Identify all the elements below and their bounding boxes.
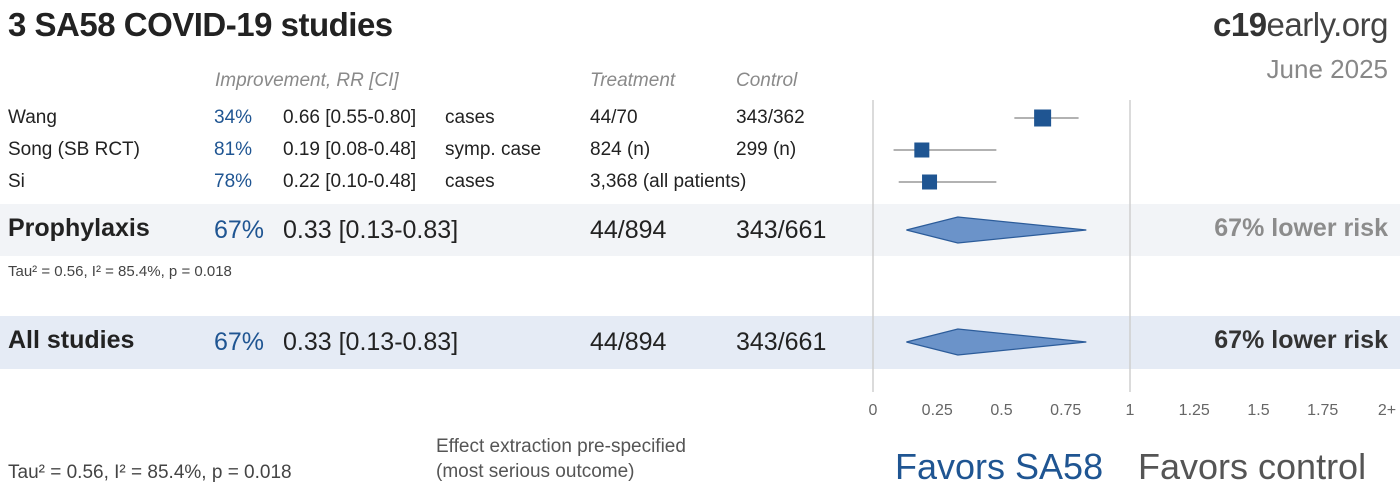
study-outcome: cases [445,107,495,128]
overall-stats: Tau² = 0.56, I² = 85.4%, p = 0.018 [8,462,292,483]
pooled-diamond [906,328,1087,356]
study-rr: 0.66 [0.55-0.80] [283,107,417,128]
study-treatment: 44/70 [590,107,638,128]
favors-right-label: Favors control [1138,446,1367,487]
page-title: 3 SA58 COVID-19 studies [8,6,393,43]
x-tick-label: 0.5 [990,402,1012,419]
study-point-marker [922,174,938,190]
x-tick-label: 1.5 [1247,402,1269,419]
study-point-marker [914,142,930,158]
subgroup-rr: 0.33 [0.13-0.83] [283,328,459,356]
subgroup-improvement: 67% [214,216,265,244]
study-improvement: 81% [214,139,253,160]
subgroup-name: Prophylaxis [8,214,150,242]
x-tick-label: 0 [869,402,878,419]
study-improvement: 78% [214,171,253,192]
note-line-1: Effect extraction pre-specified [436,436,686,457]
x-tick-label: 0.25 [922,402,953,419]
x-tick-label: 2+ [1378,402,1396,419]
brand-logo: c19early.org [1212,6,1389,44]
study-outcome: cases [445,171,495,192]
study-control: 299 (n) [736,139,797,160]
study-name: Song (SB RCT) [8,139,140,160]
subgroup-band-all-studies [0,316,1400,369]
study-name: Si [8,171,25,192]
x-tick-label: 1 [1126,402,1135,419]
col-header-treatment: Treatment [590,70,676,91]
x-tick-label: 1.75 [1307,402,1338,419]
study-point-marker [1034,109,1052,127]
study-improvement: 34% [214,107,253,128]
subgroup-treatment: 44/894 [590,328,667,356]
extraction-note: Effect extraction pre-specified (most se… [436,434,756,484]
subgroup-treatment: 44/894 [590,216,667,244]
brand-rest: early.org [1266,6,1389,43]
subgroup-band-prophylaxis [0,204,1400,256]
col-header-improvement: Improvement, RR [CI] [215,70,399,91]
subgroup-improvement: 67% [214,328,265,356]
favors-left-label: Favors SA58 [895,446,1104,487]
x-tick-label: 1.25 [1179,402,1210,419]
study-rr: 0.22 [0.10-0.48] [283,171,417,192]
date-label: June 2025 [1266,54,1388,84]
study-rr: 0.19 [0.08-0.48] [283,139,417,160]
brand-bold: c19 [1212,6,1267,43]
subgroup-risk-label: 67% lower risk [1214,214,1388,242]
col-header-control: Control [736,70,798,91]
note-line-2: (most serious outcome) [436,461,635,482]
subgroup-stats: Tau² = 0.56, I² = 85.4%, p = 0.018 [8,263,232,280]
subgroup-risk-label: 67% lower risk [1214,326,1388,354]
subgroup-control: 343/661 [736,328,827,356]
x-tick-label: 0.75 [1050,402,1081,419]
study-treatment: 3,368 (all patients) [590,171,747,192]
subgroup-name: All studies [8,326,135,354]
study-control: 343/362 [736,107,805,128]
study-outcome: symp. case [445,139,542,160]
study-treatment: 824 (n) [590,139,651,160]
subgroup-rr: 0.33 [0.13-0.83] [283,216,459,244]
pooled-diamond [906,216,1087,244]
study-name: Wang [8,107,57,128]
subgroup-control: 343/661 [736,216,827,244]
